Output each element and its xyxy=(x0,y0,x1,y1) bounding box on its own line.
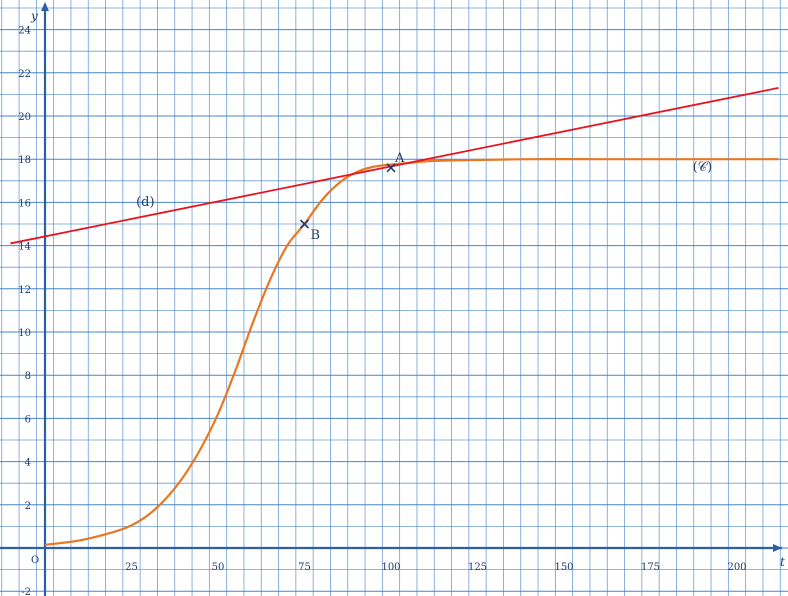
origin-label: O xyxy=(31,555,39,566)
point-label-B: B xyxy=(311,228,321,243)
y-tick-label: 10 xyxy=(18,328,31,339)
series-label-C: (𝒞) xyxy=(693,160,713,175)
x-axis-arrow-icon xyxy=(773,544,782,552)
x-axis-label: t xyxy=(780,555,785,569)
y-tick-label: 8 xyxy=(25,371,31,382)
y-tick-label: -2 xyxy=(21,587,31,596)
y-axis-label: y xyxy=(30,9,38,23)
point-marker-A xyxy=(386,163,396,173)
x-tick-label: 175 xyxy=(641,562,660,573)
tick-labels: 25 50 75 100 125 150 175 200-224681012141618202… xyxy=(18,26,746,596)
y-tick-label: 12 xyxy=(18,285,31,296)
x-tick-label: 200 xyxy=(727,562,746,573)
y-tick-label: 22 xyxy=(18,69,31,80)
y-tick-label: 18 xyxy=(18,155,31,166)
series-line-d xyxy=(10,87,779,245)
y-tick-label: 2 xyxy=(25,501,31,512)
point-marker-B xyxy=(299,219,310,229)
points-group: AB xyxy=(299,151,405,243)
y-tick-label: 24 xyxy=(18,26,31,37)
y-tick-label: 16 xyxy=(18,198,31,209)
y-axis-arrow-icon xyxy=(41,2,49,11)
y-tick-label: 6 xyxy=(25,414,31,425)
x-tick-label: 100 xyxy=(381,562,400,573)
y-tick-label: 14 xyxy=(18,242,31,253)
x-tick-label: 25 xyxy=(125,562,138,573)
y-tick-label: 4 xyxy=(25,458,31,469)
point-label-A: A xyxy=(394,151,405,166)
x-tick-label: 50 xyxy=(212,562,225,573)
x-tick-label: 125 xyxy=(468,562,487,573)
series-label-d: (d) xyxy=(136,195,154,210)
x-tick-label: 75 xyxy=(298,562,311,573)
y-tick-label: 20 xyxy=(18,112,31,123)
x-tick-label: 150 xyxy=(554,562,573,573)
